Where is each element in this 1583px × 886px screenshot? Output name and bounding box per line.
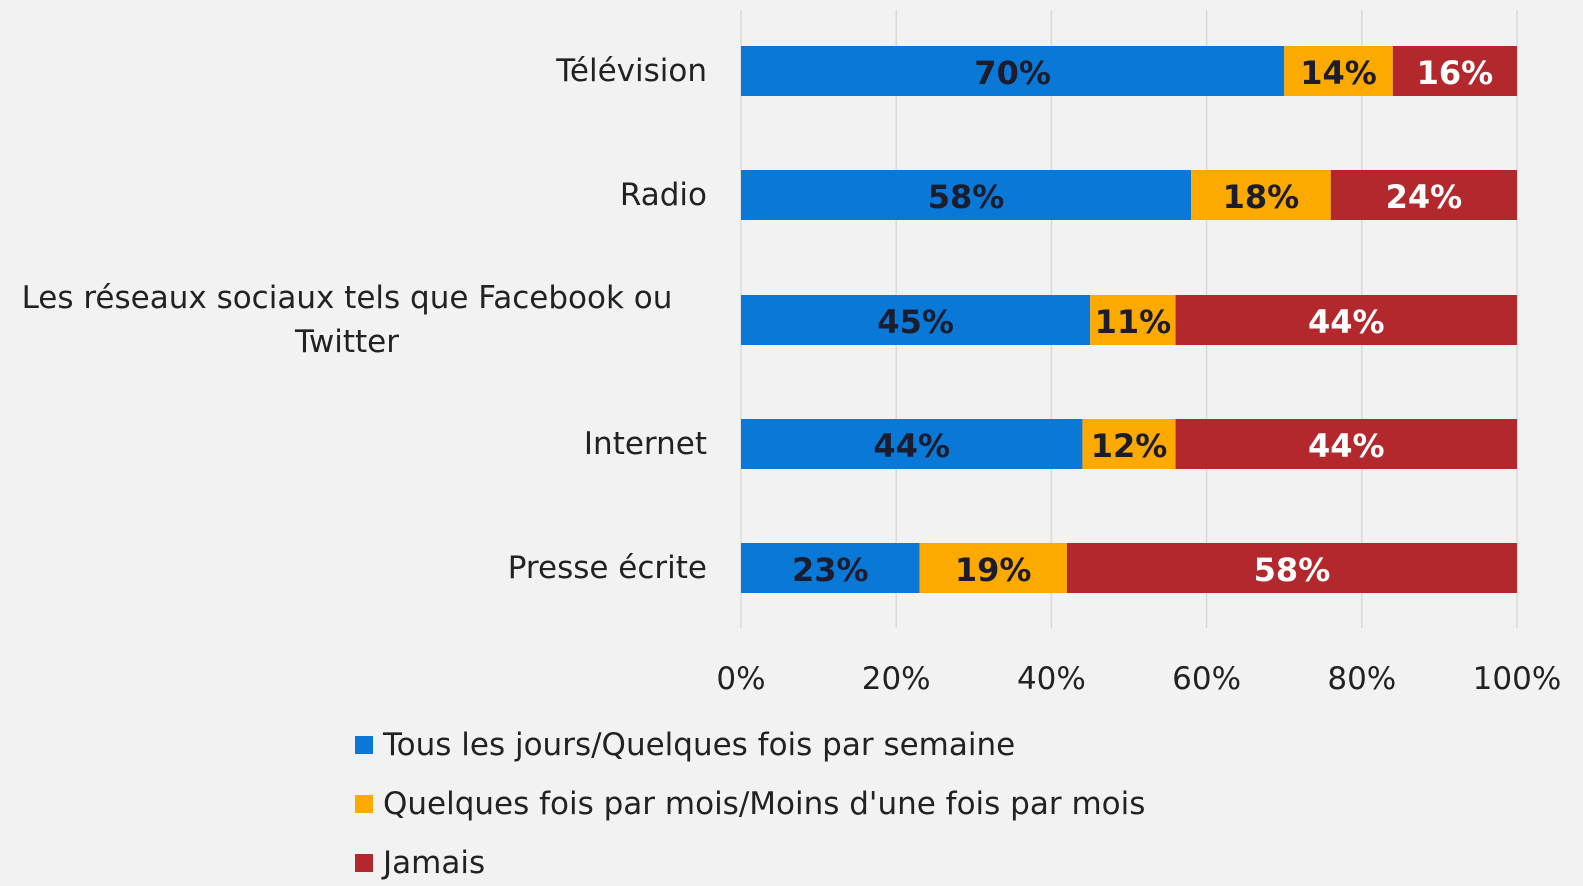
value-label: 58% [928,178,1005,216]
legend-label: Jamais [381,845,485,881]
legend-swatch [355,795,373,813]
bar-segment [1191,170,1331,220]
x-tick-label: 20% [862,661,931,697]
category-label: Les réseaux sociaux tels que Facebook ou… [0,276,707,364]
legend-swatch [355,736,373,754]
value-label: 44% [1308,427,1385,465]
category-text: Télévision [556,53,707,89]
bar-segment [1175,295,1517,345]
legend-label: Quelques fois par mois/Moins d'une fois … [383,786,1145,822]
bar-segment [1392,46,1517,96]
bar-segment [1284,46,1393,96]
bar-segment [741,46,1285,96]
bar-segment [919,543,1067,593]
value-label: 45% [877,303,954,341]
bar-segment [1175,419,1517,469]
bar-segment [1066,543,1517,593]
bar-segment [741,295,1091,345]
value-label: 14% [1300,54,1377,92]
x-tick-label: 80% [1327,661,1396,697]
value-label: 44% [873,427,950,465]
value-label: 11% [1095,303,1172,341]
category-label: Presse écrite [0,546,707,590]
bar-segment [741,543,920,593]
category-text: Presse écrite [507,550,707,586]
legend-label: Tous les jours/Quelques fois par semaine [382,727,1015,763]
value-label: 44% [1308,303,1385,341]
category-text: Internet [583,426,707,462]
value-label: 18% [1223,178,1300,216]
bar-segment [1090,295,1176,345]
bar-segment [741,170,1192,220]
category-label: Radio [0,173,707,217]
value-label: 19% [955,551,1032,589]
bar-segment [1330,170,1517,220]
x-tick-label: 40% [1017,661,1086,697]
value-label: 70% [974,54,1051,92]
legend-swatch [355,854,373,872]
x-tick-label: 60% [1172,661,1241,697]
value-label: 16% [1417,54,1494,92]
value-label: 24% [1386,178,1463,216]
category-text: Les réseaux sociaux tels que Facebook ou… [21,280,673,360]
x-tick-label: 0% [716,661,765,697]
value-label: 12% [1091,427,1168,465]
category-label: Internet [0,422,707,466]
category-label: Télévision [0,49,707,93]
value-label: 23% [792,551,869,589]
bar-segment [1082,419,1176,469]
category-text: Radio [619,177,707,213]
bar-segment [741,419,1083,469]
x-tick-label: 100% [1473,661,1562,697]
value-label: 58% [1254,551,1331,589]
